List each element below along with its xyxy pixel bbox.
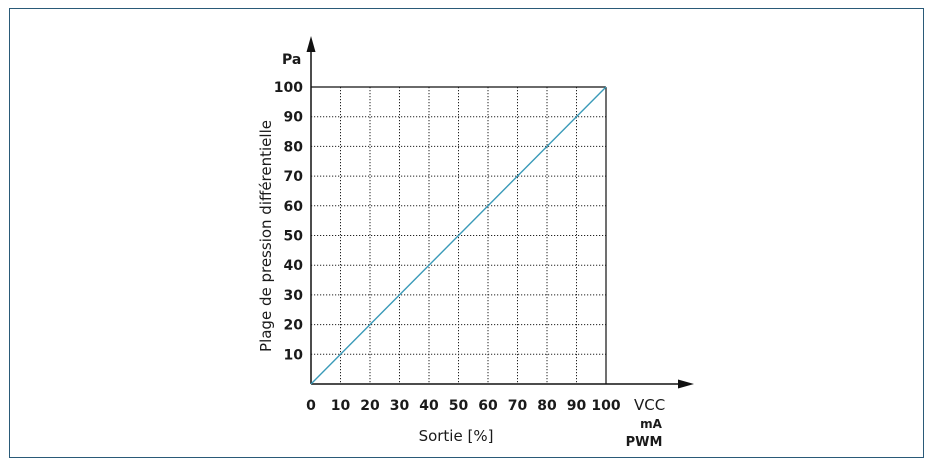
y-tick-label: 10 (284, 347, 304, 363)
x-tick-label: 30 (390, 398, 410, 414)
x-tick-labels: 0 10 20 30 40 50 60 70 80 90 100 (306, 398, 621, 414)
y-axis-arrow (306, 36, 316, 52)
x-unit-vcc: VCC (634, 396, 665, 414)
y-axis-label: Plage de pression différentielle (257, 120, 275, 352)
y-tick-label: 30 (284, 288, 304, 304)
y-tick-label: 40 (284, 258, 304, 274)
y-tick-label: 100 (274, 80, 303, 96)
y-tick-label: 20 (284, 318, 304, 334)
series-layer (310, 86, 607, 385)
y-tick-label: 80 (284, 139, 304, 155)
x-tick-label: 90 (567, 398, 587, 414)
x-tick-label: 0 (306, 398, 316, 414)
y-tick-label: 60 (284, 199, 304, 215)
x-tick-label: 60 (478, 398, 498, 414)
x-tick-label: 10 (331, 398, 351, 414)
x-tick-label: 20 (360, 398, 380, 414)
x-unit-ma: mA (640, 417, 663, 431)
x-tick-label: 100 (591, 398, 620, 414)
grid (311, 86, 607, 384)
series-line (310, 86, 607, 385)
x-tick-label: 40 (419, 398, 439, 414)
y-tick-label: 70 (284, 169, 304, 185)
y-tick-label: 90 (284, 110, 304, 126)
axes (306, 36, 694, 389)
x-unit-pwm: PWM (626, 435, 663, 450)
x-tick-label: 80 (537, 398, 557, 414)
y-tick-labels: 10 20 30 40 50 60 70 80 90 100 (274, 80, 303, 363)
x-axis-label: Sortie [%] (419, 427, 494, 445)
x-tick-label: 50 (449, 398, 469, 414)
chart-frame (9, 8, 924, 458)
x-axis-arrow (678, 379, 694, 389)
y-unit-label: Pa (282, 52, 301, 68)
y-tick-label: 50 (284, 229, 304, 245)
x-tick-label: 70 (508, 398, 528, 414)
